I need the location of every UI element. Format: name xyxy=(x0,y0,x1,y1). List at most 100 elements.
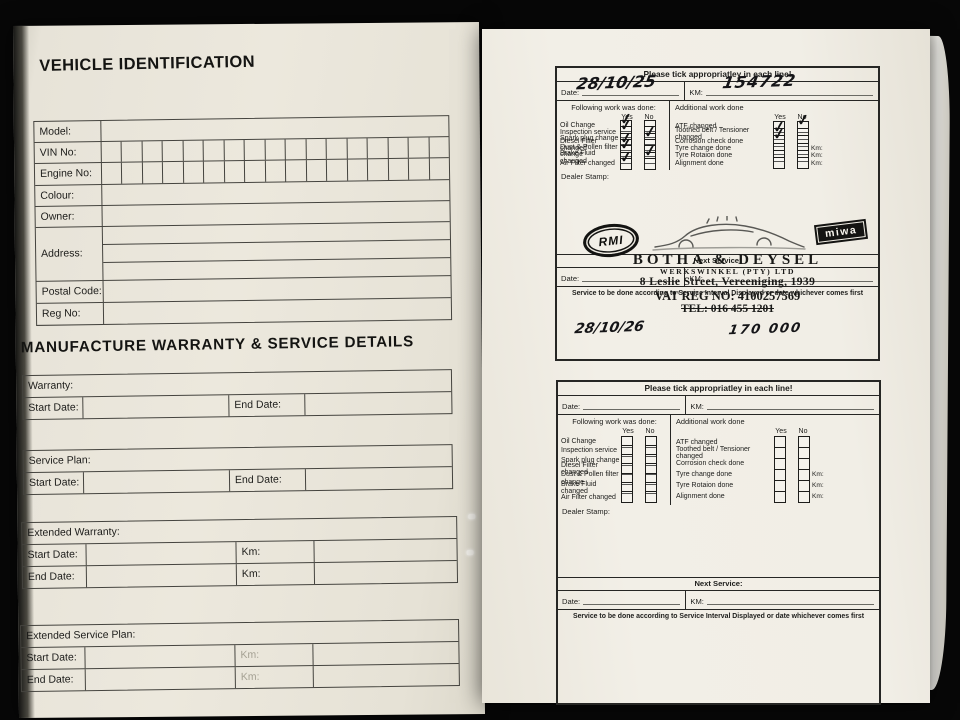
yes-checkbox[interactable]: ✓ xyxy=(619,129,634,151)
no-checkbox[interactable] xyxy=(644,126,656,139)
no-checkbox[interactable]: ✓ xyxy=(796,111,811,133)
end-date-cell[interactable] xyxy=(306,467,452,490)
km-cell[interactable] xyxy=(315,561,457,584)
start-date-cell[interactable] xyxy=(83,470,231,494)
yes-header: Yes xyxy=(774,114,786,121)
engine-cell[interactable] xyxy=(224,161,246,183)
dealer-stamp-area[interactable]: Dealer Stamp: xyxy=(558,505,879,578)
engine-cell[interactable] xyxy=(327,159,348,181)
vin-cell[interactable] xyxy=(429,137,449,157)
yes-checkbox[interactable] xyxy=(773,142,785,155)
start-date-cell[interactable] xyxy=(86,542,237,566)
no-checkbox[interactable] xyxy=(798,490,810,503)
km-write-line[interactable] xyxy=(706,400,874,410)
yes-checkbox[interactable] xyxy=(621,435,633,448)
engine-cell[interactable] xyxy=(183,161,205,183)
yes-checkbox[interactable] xyxy=(621,491,633,504)
yes-checkbox[interactable] xyxy=(620,151,632,164)
no-checkbox[interactable] xyxy=(645,454,657,467)
no-checkbox[interactable] xyxy=(797,157,809,170)
engine-cell[interactable] xyxy=(142,162,164,184)
yes-checkbox[interactable] xyxy=(621,472,633,485)
no-checkbox[interactable] xyxy=(797,135,809,148)
engine-cell[interactable] xyxy=(429,158,449,179)
vin-cell[interactable] xyxy=(101,141,123,163)
no-checkbox[interactable] xyxy=(644,120,656,133)
engine-cell[interactable] xyxy=(286,160,307,182)
no-checkbox[interactable] xyxy=(645,444,657,457)
vin-cell[interactable] xyxy=(408,137,430,158)
yes-checkbox[interactable]: ✓ xyxy=(619,135,634,158)
yes-checkbox[interactable] xyxy=(773,120,785,133)
engine-cell[interactable] xyxy=(408,158,430,180)
vin-cell[interactable] xyxy=(265,139,287,160)
yes-checkbox[interactable] xyxy=(773,149,785,162)
yes-checkbox[interactable]: ✓ xyxy=(772,118,787,140)
date-write-line[interactable] xyxy=(582,272,680,282)
yes-checkbox[interactable] xyxy=(621,444,633,457)
vin-cell[interactable] xyxy=(285,139,307,160)
vin-cell[interactable] xyxy=(122,141,143,162)
no-checkbox[interactable] xyxy=(797,128,809,140)
vin-cell[interactable] xyxy=(203,140,225,161)
vin-cell[interactable] xyxy=(224,140,246,161)
no-checkbox[interactable] xyxy=(644,138,656,151)
start-date-cell[interactable] xyxy=(83,395,230,419)
no-checkbox[interactable] xyxy=(797,142,809,155)
no-checkbox[interactable] xyxy=(645,482,657,495)
no-checkbox[interactable] xyxy=(645,463,657,476)
date-write-line[interactable] xyxy=(583,595,681,605)
yes-checkbox[interactable]: ✓ xyxy=(772,126,787,148)
km-write-line[interactable] xyxy=(705,272,873,282)
no-checkbox[interactable]: ✓ xyxy=(643,123,658,145)
vin-cell[interactable] xyxy=(367,138,389,159)
date-write-line[interactable] xyxy=(583,400,681,410)
end-date-cell[interactable] xyxy=(305,392,451,415)
km-write-line[interactable] xyxy=(706,595,874,605)
engine-cell[interactable] xyxy=(163,161,185,184)
engine-cell[interactable] xyxy=(306,159,328,182)
model-label: Model: xyxy=(34,121,102,142)
vin-cell[interactable] xyxy=(388,137,409,159)
yes-checkbox[interactable]: ✓ xyxy=(619,148,634,170)
vin-cell[interactable] xyxy=(244,139,266,161)
yes-checkbox[interactable] xyxy=(621,482,633,495)
no-checkbox[interactable] xyxy=(644,157,656,170)
km-write-line[interactable] xyxy=(705,86,873,96)
no-checkbox[interactable]: ✓ xyxy=(643,142,658,164)
end-date-cell[interactable] xyxy=(85,667,236,691)
engine-cell[interactable] xyxy=(265,160,287,182)
start-date-cell[interactable] xyxy=(85,645,236,669)
yes-checkbox[interactable]: ✓ xyxy=(619,110,634,133)
reg-value-cell[interactable] xyxy=(104,298,451,324)
engine-cell[interactable] xyxy=(367,159,389,181)
engine-cell[interactable] xyxy=(245,160,266,183)
yes-checkbox[interactable] xyxy=(620,132,632,145)
yes-checkbox[interactable]: ✓ xyxy=(619,117,634,139)
end-date-cell[interactable] xyxy=(86,564,238,588)
yes-checkbox[interactable] xyxy=(621,454,633,467)
engine-cell[interactable] xyxy=(122,162,144,184)
no-checkbox[interactable] xyxy=(645,491,657,504)
km-cell[interactable] xyxy=(314,664,459,687)
yes-checkbox[interactable] xyxy=(773,157,785,170)
engine-cell[interactable] xyxy=(388,158,410,181)
vin-cell[interactable] xyxy=(326,138,348,159)
vin-cell[interactable] xyxy=(142,141,164,162)
km-cell[interactable] xyxy=(313,642,458,665)
date-write-line[interactable] xyxy=(582,86,680,96)
vin-cell[interactable] xyxy=(183,140,205,161)
no-checkbox[interactable] xyxy=(645,472,657,485)
vin-cell[interactable] xyxy=(306,138,327,160)
no-checkbox[interactable] xyxy=(797,149,809,162)
km-cell[interactable] xyxy=(314,539,456,562)
yes-checkbox[interactable] xyxy=(774,490,786,503)
no-checkbox[interactable] xyxy=(644,145,656,158)
engine-cell[interactable] xyxy=(204,161,225,183)
no-checkbox[interactable] xyxy=(645,435,657,448)
yes-checkbox[interactable] xyxy=(621,463,633,476)
engine-cell[interactable] xyxy=(101,162,123,185)
vin-cell[interactable] xyxy=(347,138,368,159)
engine-cell[interactable] xyxy=(347,159,369,181)
vin-cell[interactable] xyxy=(162,140,184,162)
